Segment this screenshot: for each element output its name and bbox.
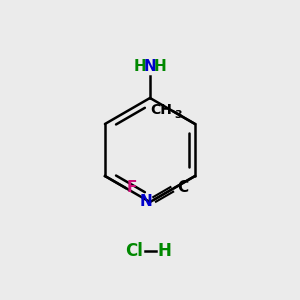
Text: Cl: Cl bbox=[125, 242, 142, 260]
Text: N: N bbox=[144, 59, 156, 74]
Text: F: F bbox=[127, 180, 137, 195]
Text: H: H bbox=[158, 242, 172, 260]
Text: 3: 3 bbox=[175, 110, 182, 120]
Text: H: H bbox=[153, 59, 166, 74]
Text: CH: CH bbox=[150, 103, 172, 117]
Text: H: H bbox=[134, 59, 147, 74]
Text: C: C bbox=[177, 180, 188, 195]
Text: N: N bbox=[139, 194, 152, 208]
